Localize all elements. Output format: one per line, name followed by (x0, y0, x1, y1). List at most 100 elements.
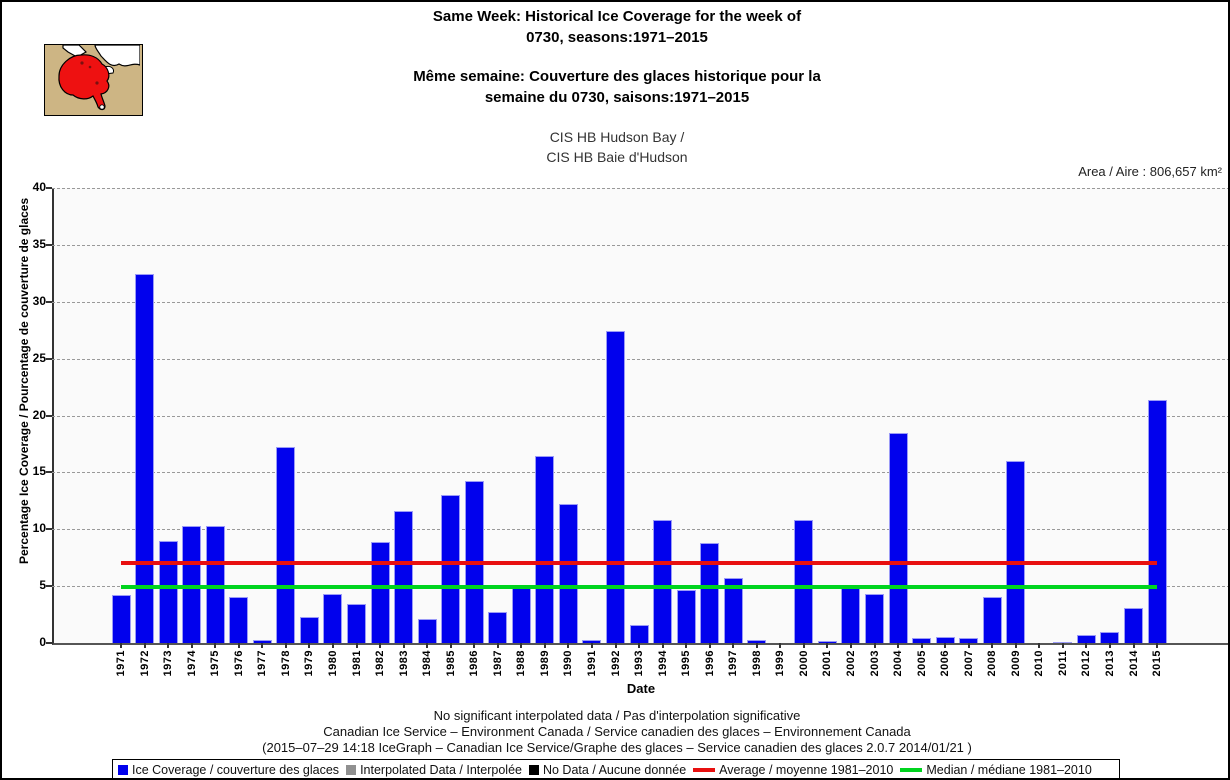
x-tick-1971 (120, 643, 122, 648)
x-tick-1991 (590, 643, 593, 648)
bar-1977 (252, 640, 272, 643)
area-label: Area / Aire : 806,657 km² (1078, 164, 1222, 179)
x-tick-2014 (1132, 643, 1135, 648)
x-tick-1996 (708, 643, 711, 648)
bar-1982 (370, 542, 390, 643)
x-tick-1984 (426, 643, 429, 648)
x-tick-1987 (496, 643, 499, 648)
gridline-20 (52, 415, 1228, 417)
title-en-line1: Same Week: Historical Ice Coverage for t… (432, 8, 802, 25)
plot-area (52, 188, 1228, 645)
bar-1997 (723, 578, 743, 643)
bar-1981 (347, 604, 366, 643)
bar-1971 (111, 595, 131, 643)
x-tick-1994 (661, 643, 664, 648)
bar-2002 (841, 588, 861, 643)
legend-item-0: Ice Coverage / couverture des glaces (118, 763, 339, 777)
x-tick-1995 (685, 643, 688, 648)
y-tick-label-35: 35 (32, 236, 46, 251)
legend-label-4: Median / médiane 1981–2010 (926, 762, 1092, 777)
footer-agency: Canadian Ice Service – Environment Canad… (323, 724, 911, 739)
x-tick-1980 (331, 643, 334, 648)
y-tick-label-25: 25 (32, 350, 46, 365)
gridline-15 (52, 472, 1228, 474)
legend-label-2: No Data / Aucune donnée (542, 762, 687, 777)
y-tick-25 (46, 357, 52, 360)
x-tick-1977 (261, 643, 264, 648)
bar-1973 (158, 541, 178, 643)
x-tick-2011 (1061, 643, 1064, 648)
x-tick-1985 (449, 643, 452, 648)
y-tick-label-40: 40 (32, 180, 46, 194)
bar-1994 (653, 520, 672, 643)
bar-2015 (1147, 400, 1167, 643)
legend-swatch-1-square-icon (346, 764, 357, 775)
bar-1972 (135, 274, 154, 643)
x-tick-1982 (379, 643, 381, 648)
footer-interpolation-note: No significant interpolated data / Pas d… (433, 708, 801, 723)
bar-1985 (441, 495, 461, 643)
y-tick-5 (46, 585, 52, 588)
x-tick-1992 (614, 643, 617, 648)
x-tick-2008 (991, 643, 994, 648)
bar-1979 (299, 617, 319, 643)
x-axis-title: Date (626, 681, 656, 696)
bar-2000 (794, 520, 814, 643)
x-tick-2013 (1108, 643, 1111, 648)
chart-legend: Ice Coverage / couverture des glaces Inte… (112, 759, 1120, 778)
legend-label-1: Interpolated Data / Interpolée (360, 762, 522, 777)
y-tick-15 (46, 471, 52, 474)
x-tick-1997 (732, 643, 735, 648)
y-tick-35 (46, 243, 52, 246)
legend-item-4: Median / médiane 1981–2010 (900, 762, 1092, 777)
y-tick-20 (46, 414, 52, 417)
bar-2013 (1100, 632, 1120, 643)
x-tick-2010 (1038, 643, 1041, 648)
x-tick-1990 (567, 643, 570, 648)
bar-1983 (394, 511, 413, 643)
x-tick-1976 (237, 643, 240, 648)
bar-2003 (865, 594, 884, 643)
y-tick-0 (46, 642, 52, 644)
bar-1984 (417, 619, 437, 643)
bar-2005 (912, 638, 931, 643)
bar-1991 (582, 640, 602, 643)
bar-1995 (676, 590, 696, 643)
bar-2009 (1006, 461, 1026, 643)
gridline-25 (52, 358, 1228, 360)
region-line1: CIS HB Hudson Bay / (549, 129, 685, 145)
y-tick-label-20: 20 (32, 407, 46, 422)
hudson-bay-map-graphic (45, 44, 141, 113)
y-tick-label-5: 5 (39, 578, 46, 593)
x-tick-1974 (190, 643, 193, 648)
chart-title-french: Même semaine: Couverture des glaces hist… (2, 66, 1228, 108)
region-map-inset (44, 44, 143, 116)
title-fr-line2: semaine du 0730, saisons:1971–2015 (484, 89, 750, 106)
bar-1992 (606, 331, 625, 643)
legend-swatch-3-line-icon (693, 767, 716, 772)
x-tick-1975 (214, 643, 217, 648)
y-tick-label-15: 15 (32, 464, 46, 479)
bar-2008 (982, 597, 1002, 643)
x-tick-2005 (920, 643, 923, 648)
x-tick-2009 (1014, 643, 1017, 648)
bar-1978 (276, 447, 296, 643)
x-tick-2007 (967, 643, 970, 648)
bar-1974 (182, 526, 202, 643)
bar-2001 (817, 641, 837, 643)
median-line (121, 585, 1157, 590)
bar-2006 (935, 637, 955, 643)
bar-1980 (323, 594, 343, 643)
x-tick-1999 (779, 643, 782, 648)
x-tick-1986 (473, 643, 476, 648)
x-tick-1983 (402, 643, 405, 648)
x-tick-2004 (897, 643, 899, 648)
bar-1996 (700, 543, 720, 643)
gridline-40 (52, 188, 1228, 189)
y-tick-label-30: 30 (32, 293, 46, 308)
y-tick-label-10: 10 (32, 521, 46, 536)
y-tick-40 (46, 187, 52, 189)
legend-label-3: Average / moyenne 1981–2010 (719, 762, 894, 777)
bar-1989 (535, 456, 555, 643)
